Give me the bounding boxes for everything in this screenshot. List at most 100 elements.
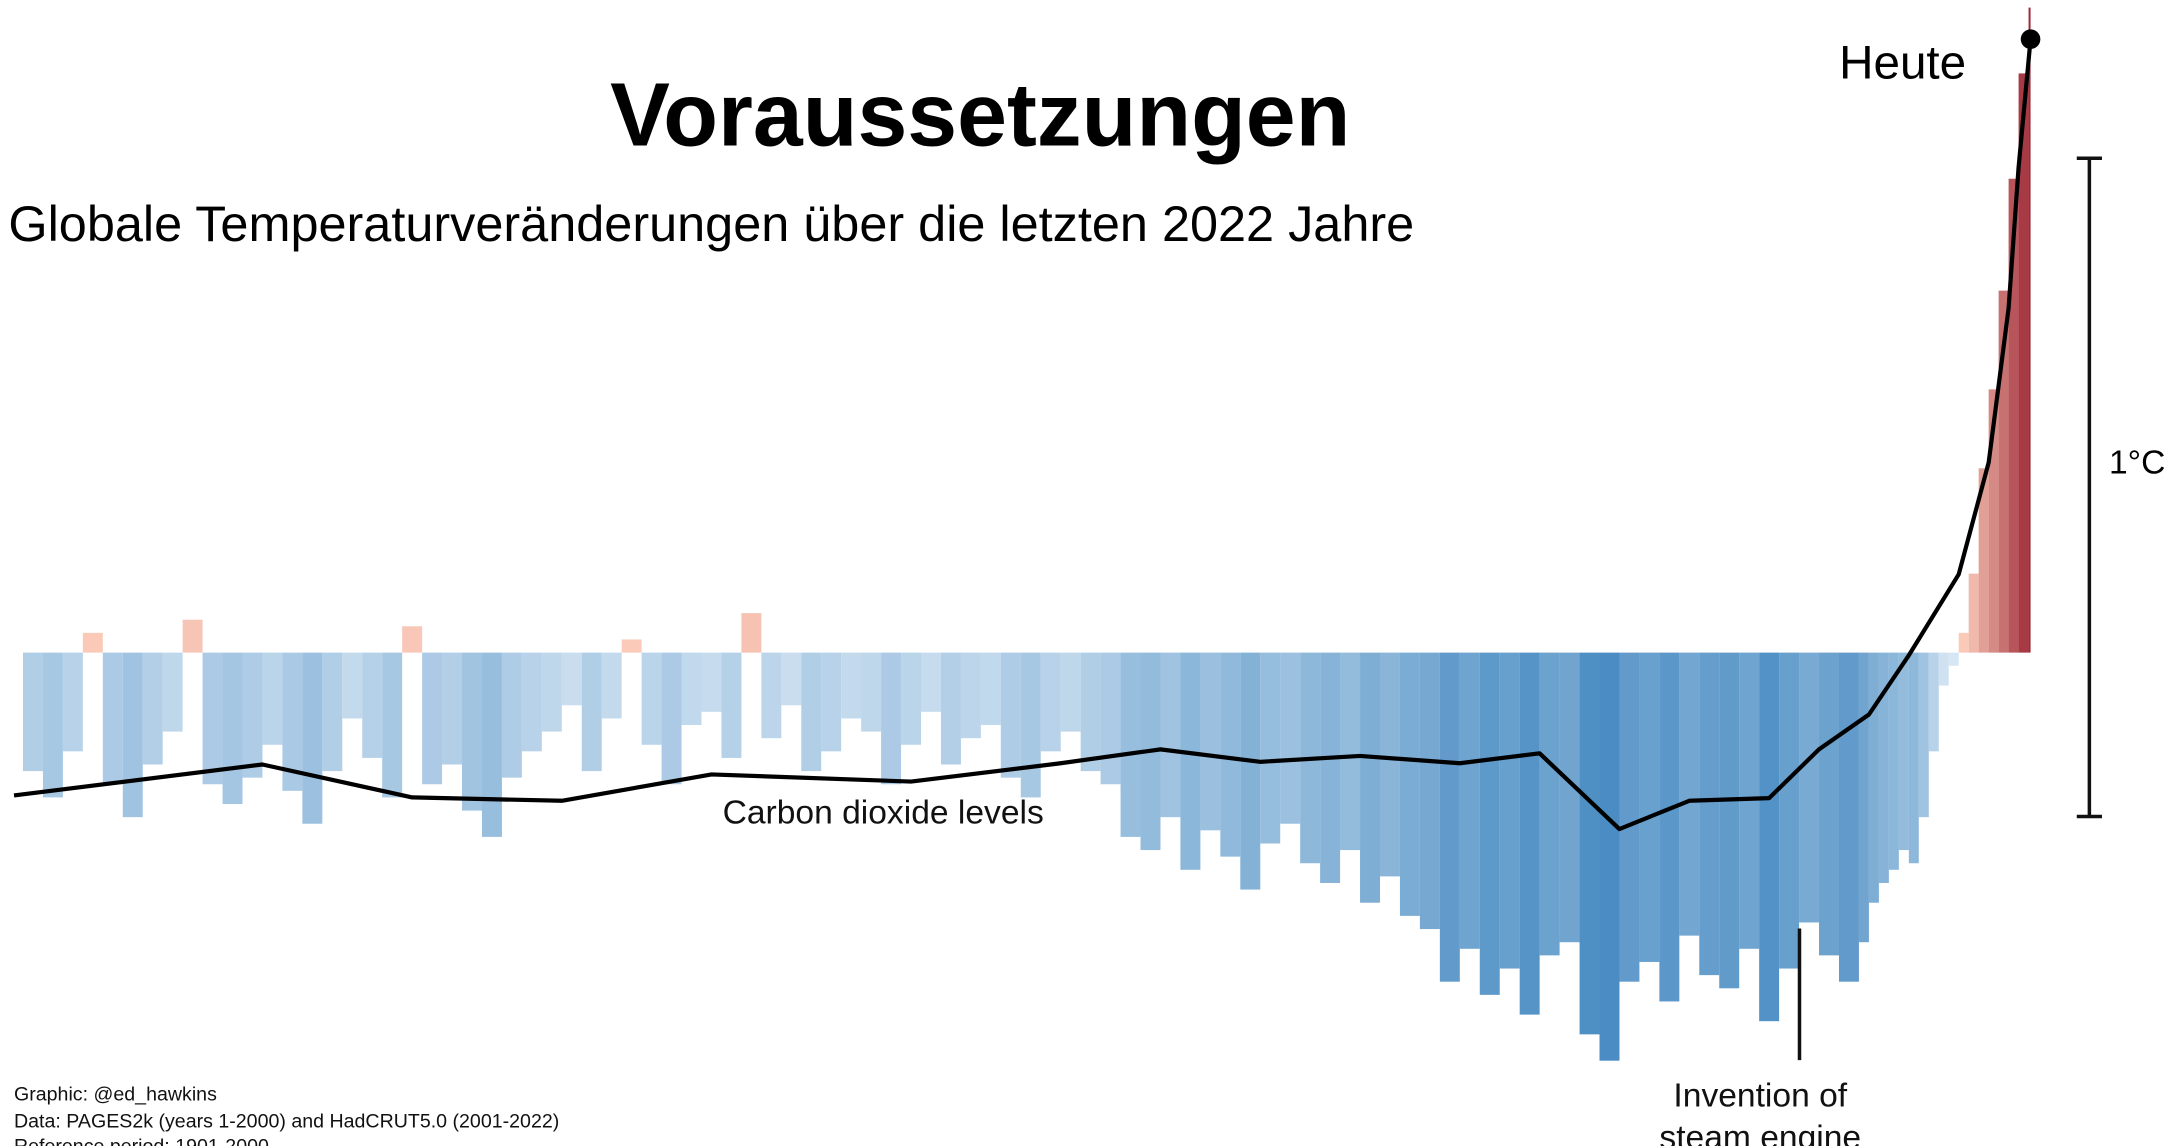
bar (1799, 652, 1820, 923)
bar (741, 613, 762, 653)
bar (1838, 652, 1859, 982)
bar (82, 632, 103, 653)
credit: Reference period: 1901-2000 (14, 1136, 269, 1146)
bar (2028, 7, 2031, 653)
bar (1819, 652, 1839, 956)
bar (921, 652, 941, 712)
bar (601, 652, 622, 719)
bar (442, 652, 463, 765)
bar (62, 652, 83, 752)
bar (1559, 652, 1580, 943)
bar (980, 652, 1001, 726)
bar (1659, 652, 1680, 1002)
bar (1499, 652, 1520, 969)
bar (901, 652, 922, 745)
bar (1260, 652, 1281, 844)
bars (22, 7, 2031, 1061)
bar (1100, 652, 1121, 785)
bar (102, 652, 123, 785)
bar (162, 652, 183, 732)
bar (42, 652, 63, 798)
bar (521, 652, 542, 752)
bar (1978, 468, 1989, 653)
bar (1998, 290, 2009, 653)
bar (242, 652, 263, 778)
bar (821, 652, 842, 752)
bar (1779, 652, 1800, 969)
chart-title: Voraussetzungen (610, 65, 1350, 165)
bar (1539, 652, 1560, 956)
bar (1679, 652, 1700, 936)
bar (1180, 652, 1201, 870)
lines (13, 29, 2041, 832)
bar (1280, 652, 1301, 824)
bar (1000, 652, 1021, 778)
bar (122, 652, 143, 818)
bar (1320, 652, 1341, 883)
bar (1459, 652, 1480, 949)
bar (1639, 652, 1660, 962)
bar (1719, 652, 1740, 989)
bar (1519, 652, 1540, 1015)
today-dot (2020, 29, 2041, 49)
co2-line (13, 39, 2033, 832)
bar (462, 652, 482, 811)
bar (382, 652, 403, 798)
bar (1200, 652, 1221, 831)
bar (801, 652, 822, 772)
bar (1040, 652, 1061, 752)
bar (2018, 73, 2029, 653)
bar (681, 652, 702, 726)
bar (1958, 632, 1969, 653)
bar (1060, 652, 1081, 732)
bar (262, 652, 283, 745)
bar (1220, 652, 1241, 857)
bar (342, 652, 363, 719)
credit: Graphic: @ed_hawkins (14, 1084, 217, 1106)
today-label: Heute (1839, 36, 1966, 89)
bar (1379, 652, 1400, 877)
bar (881, 652, 902, 785)
bar (1160, 652, 1181, 818)
bar (1918, 652, 1929, 818)
credit: Data: PAGES2k (years 1-2000) and HadCRUT… (14, 1110, 559, 1132)
bar (362, 652, 383, 758)
bar (22, 652, 43, 772)
bar (1928, 652, 1939, 752)
bar (1080, 652, 1101, 772)
bar (641, 652, 662, 745)
bar (1878, 652, 1889, 883)
bar (861, 652, 882, 732)
bar (1968, 573, 1979, 653)
bar (1340, 652, 1361, 851)
bar (781, 652, 802, 706)
bar (721, 652, 742, 758)
bar (940, 652, 961, 765)
bar (1699, 652, 1720, 976)
bar (841, 652, 862, 719)
bar (1479, 652, 1500, 995)
bar (1858, 652, 1869, 943)
bar (1759, 652, 1780, 1022)
bar (501, 652, 522, 778)
bar (422, 652, 443, 785)
bar (302, 652, 323, 824)
bar (960, 652, 981, 739)
bar (761, 652, 782, 739)
bar (561, 652, 582, 706)
scale-label: 1°C (2109, 444, 2165, 481)
bar (661, 652, 682, 785)
steam-label: steam engine (1659, 1119, 1861, 1146)
bar (1439, 652, 1460, 982)
bar (1419, 652, 1440, 930)
bar (1888, 652, 1899, 870)
bar (1948, 652, 1959, 666)
subtitle: Globale Temperaturveränderungen über die… (8, 195, 1414, 252)
bar (1908, 652, 1919, 864)
bar (541, 652, 562, 732)
bar (402, 626, 423, 653)
bar (322, 652, 343, 772)
bar (1898, 652, 1909, 851)
